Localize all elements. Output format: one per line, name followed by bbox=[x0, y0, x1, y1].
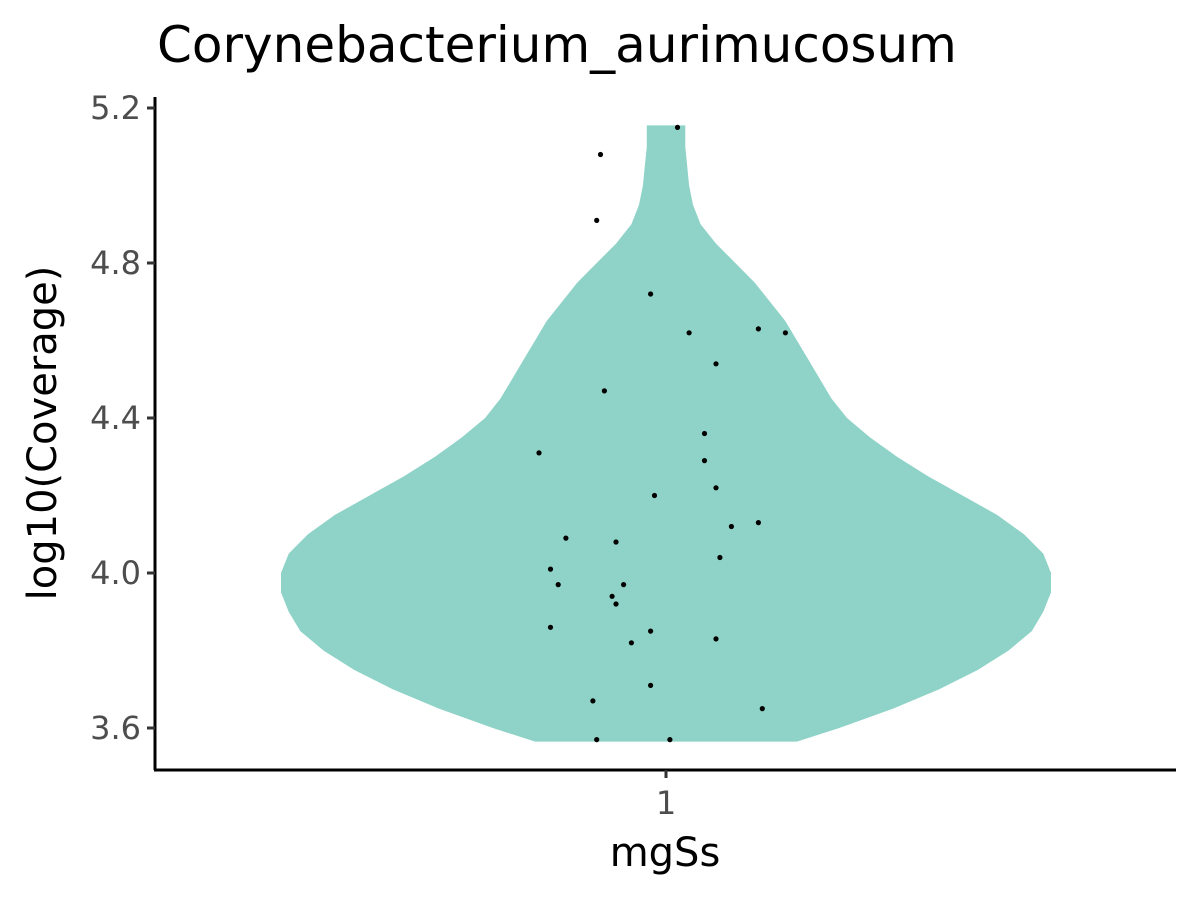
data-point bbox=[628, 640, 635, 646]
data-point bbox=[563, 535, 569, 541]
data-point bbox=[648, 682, 654, 689]
data-point bbox=[594, 217, 600, 223]
x-tick-label: 1 bbox=[656, 784, 676, 822]
data-point bbox=[759, 706, 765, 712]
jitter-points bbox=[536, 124, 789, 743]
data-point bbox=[755, 520, 762, 526]
data-point bbox=[674, 124, 681, 130]
data-point bbox=[701, 458, 708, 464]
data-point bbox=[648, 291, 654, 297]
y-tick-label: 5.2 bbox=[90, 89, 141, 127]
data-point bbox=[594, 737, 600, 743]
data-point bbox=[717, 554, 723, 561]
data-point bbox=[701, 430, 708, 437]
data-point bbox=[613, 539, 619, 545]
y-tick-label: 4.0 bbox=[90, 554, 141, 592]
data-point bbox=[713, 636, 719, 642]
chart-title: Corynebacterium_aurimucosum bbox=[157, 16, 957, 74]
data-point bbox=[609, 593, 615, 599]
data-point bbox=[782, 330, 789, 336]
data-point bbox=[713, 485, 719, 491]
data-point bbox=[648, 628, 654, 634]
x-axis-ticks: 1 bbox=[656, 770, 676, 822]
y-tick-label: 4.8 bbox=[90, 244, 141, 282]
y-tick-label: 3.6 bbox=[90, 709, 141, 747]
data-point bbox=[555, 582, 561, 588]
data-point bbox=[590, 698, 596, 704]
data-point bbox=[613, 601, 619, 607]
x-axis-label: mgSs bbox=[610, 830, 721, 876]
y-axis-ticks: 3.6 4.0 4.4 4.8 5.2 bbox=[90, 89, 155, 747]
y-axis-label: log10(Coverage) bbox=[20, 266, 66, 601]
data-point bbox=[547, 624, 554, 630]
data-point bbox=[686, 330, 692, 336]
y-tick-label: 4.4 bbox=[90, 399, 141, 437]
data-point bbox=[621, 582, 627, 588]
data-point bbox=[713, 361, 719, 367]
violin-body bbox=[281, 125, 1051, 742]
data-point bbox=[536, 450, 542, 456]
data-point bbox=[651, 492, 658, 499]
data-point bbox=[597, 151, 604, 158]
data-point bbox=[547, 566, 554, 572]
data-point bbox=[667, 737, 673, 743]
data-point bbox=[755, 326, 762, 332]
data-point bbox=[728, 523, 735, 530]
data-point bbox=[601, 388, 608, 394]
